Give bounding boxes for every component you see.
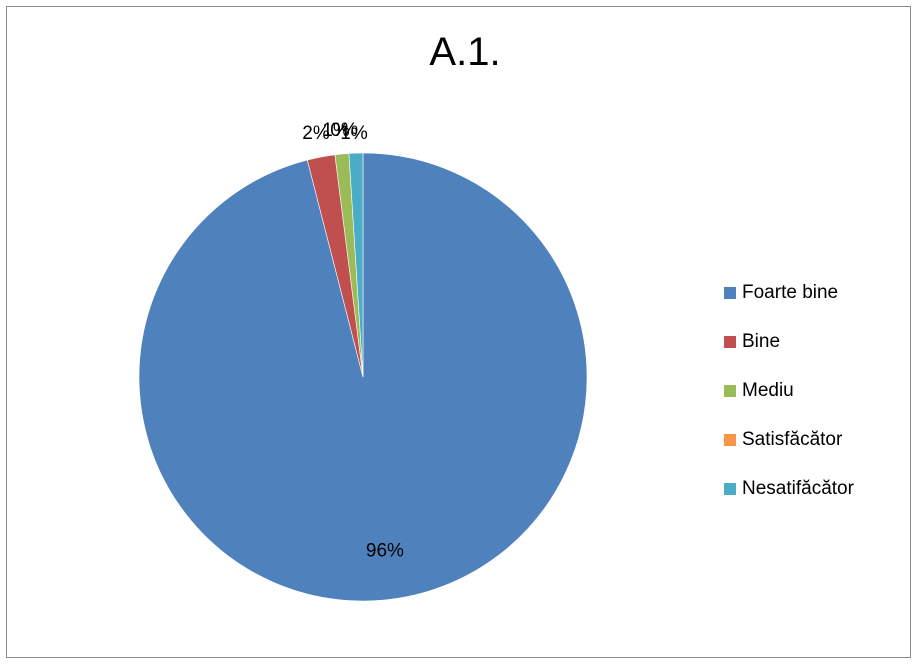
legend-swatch (724, 286, 736, 299)
data-label-nesatif-c-tor: 1% (340, 123, 368, 144)
legend-item-mediu: Mediu (724, 366, 854, 415)
legend-item-foarte-bine: Foarte bine (724, 268, 854, 317)
legend: Foarte bine Bine Mediu Satisfăcător Nesa… (724, 268, 854, 513)
legend-item-satisfacator: Satisfăcător (724, 415, 854, 464)
legend-swatch (724, 482, 736, 495)
data-label-bine: 2% (302, 123, 330, 144)
legend-item-nesatifacator: Nesatifăcător (724, 464, 854, 513)
legend-swatch (724, 433, 736, 446)
legend-label: Bine (742, 330, 781, 352)
legend-label: Foarte bine (742, 281, 839, 303)
legend-item-bine: Bine (724, 317, 854, 366)
legend-label: Satisfăcător (742, 428, 843, 450)
pie-slice-nesatif-c-tor (348, 152, 364, 378)
chart-title: A.1. (429, 30, 501, 74)
data-label-foarte-bine: 96% (366, 540, 404, 561)
data-label-satisf-c-tor: 0% (330, 120, 358, 141)
legend-swatch (724, 384, 736, 397)
legend-label: Nesatifăcător (742, 477, 854, 499)
legend-label: Mediu (742, 379, 794, 401)
data-label-mediu: 1% (322, 120, 350, 141)
legend-swatch (724, 335, 736, 348)
